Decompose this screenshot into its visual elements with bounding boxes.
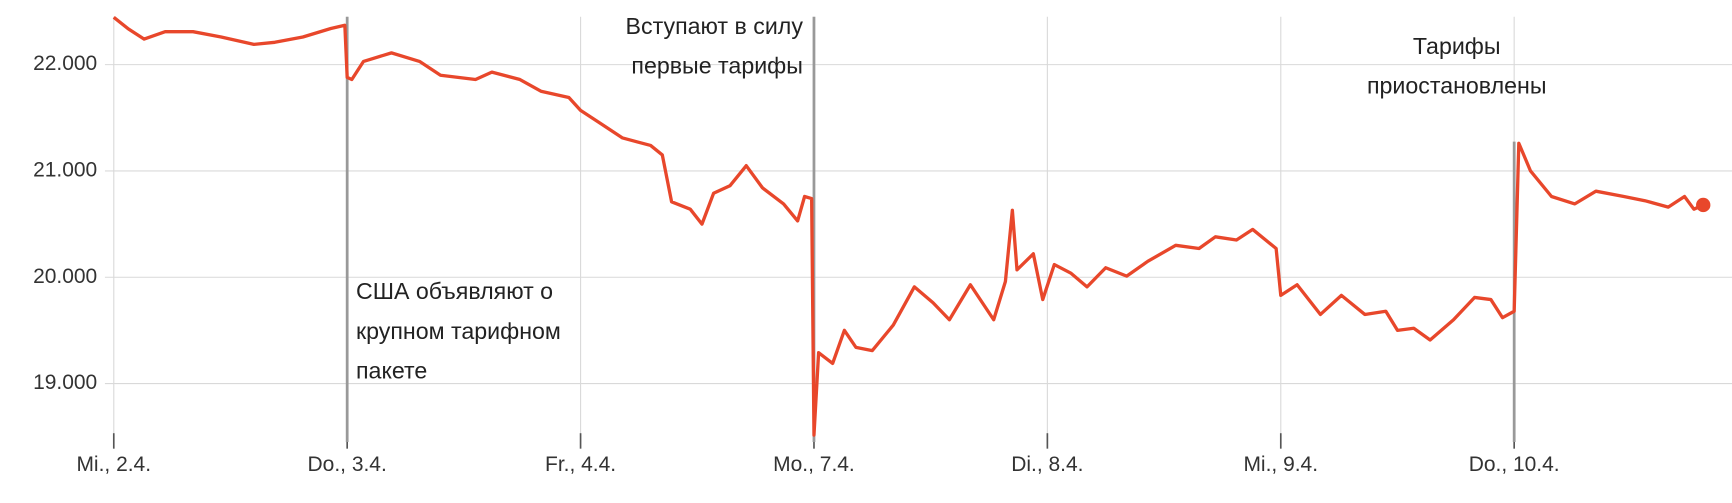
y-tick-label: 22.000 — [33, 52, 97, 75]
annotation: пакете — [356, 358, 427, 384]
annotation: крупном тарифном — [356, 318, 561, 344]
x-tick-label: Di., 8.4. — [1011, 453, 1083, 476]
price-line — [112, 16, 1704, 437]
x-tick-label: Do., 3.4. — [308, 453, 387, 476]
x-tick-label: Mi., 2.4. — [76, 453, 151, 476]
annotation: первые тарифы — [631, 53, 803, 79]
end-dot — [1696, 197, 1711, 213]
x-tick-label: Mi., 9.4. — [1243, 453, 1318, 476]
annotation: Тарифы — [1413, 33, 1501, 59]
x-tick-label: Fr., 4.4. — [545, 453, 616, 476]
x-tick-label: Mo., 7.4. — [773, 453, 855, 476]
annotation: Вступают в силу — [626, 13, 804, 39]
y-tick-label: 21.000 — [33, 158, 97, 181]
annotation: приостановлены — [1367, 73, 1547, 99]
y-tick-label: 20.000 — [33, 265, 97, 288]
annotation: США объявляют о — [356, 278, 553, 304]
y-tick-label: 19.000 — [33, 371, 97, 394]
x-tick-label: Do., 10.4. — [1469, 453, 1560, 476]
